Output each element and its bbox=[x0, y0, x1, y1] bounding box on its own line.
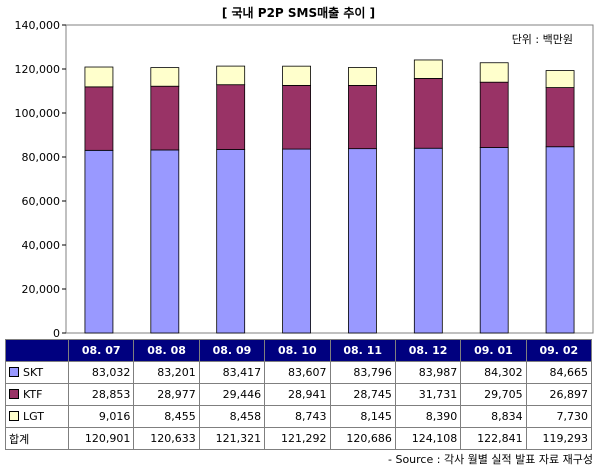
bar-ktf bbox=[413, 78, 443, 149]
table-cell: 83,987 bbox=[394, 361, 462, 384]
y-tick-label: 120,000 bbox=[15, 63, 61, 76]
series-label: SKT bbox=[5, 361, 69, 384]
table-cell: 28,941 bbox=[264, 383, 331, 406]
table-cell: 8,834 bbox=[460, 405, 527, 428]
bar-lgt bbox=[413, 59, 443, 79]
bar-skt bbox=[150, 149, 180, 334]
bar-ktf bbox=[348, 85, 377, 150]
table-cell: 28,977 bbox=[133, 383, 200, 406]
table-column-header: 08. 08 bbox=[133, 339, 200, 362]
table-cell: 119,293 bbox=[525, 427, 593, 450]
bar-lgt bbox=[348, 67, 377, 86]
series-name: LGT bbox=[23, 410, 44, 423]
table-cell: 8,458 bbox=[198, 405, 266, 428]
bar-ktf bbox=[150, 85, 180, 151]
table-corner bbox=[5, 339, 69, 362]
y-tick-label: 100,000 bbox=[15, 107, 61, 120]
table-cell: 31,731 bbox=[394, 383, 462, 406]
table-cell: 8,743 bbox=[264, 405, 331, 428]
table-cell: 83,417 bbox=[198, 361, 266, 384]
stacked-bar-chart: 0 20,000 40,000 60,000 80,000 100,000 120,000 1… bbox=[15, 19, 594, 340]
table-cell: 28,853 bbox=[67, 383, 135, 406]
bar-ktf bbox=[479, 81, 509, 148]
bars bbox=[84, 59, 575, 334]
table-row: LGT 9,016 8,455 8,458 8,743 8,145 8,390 8,834 7,… bbox=[5, 405, 593, 428]
bar-skt bbox=[216, 149, 246, 334]
series-label: KTF bbox=[5, 383, 69, 406]
table-column-header: 09. 01 bbox=[460, 339, 527, 362]
table-cell: 84,302 bbox=[460, 361, 527, 384]
table-column-header: 08. 07 bbox=[67, 339, 135, 362]
y-tick-label: 20,000 bbox=[22, 283, 61, 296]
table-column-header: 08. 09 bbox=[198, 339, 266, 362]
table-cell: 8,390 bbox=[394, 405, 462, 428]
table-cell: 28,745 bbox=[329, 383, 396, 406]
bar-lgt bbox=[150, 67, 180, 87]
y-axis: 0 20,000 40,000 60,000 80,000 100,000 120,000 1… bbox=[15, 19, 66, 340]
table-cell: 7,730 bbox=[525, 405, 593, 428]
table-cell: 83,032 bbox=[67, 361, 135, 384]
table-cell: 26,897 bbox=[525, 383, 593, 406]
table-cell: 84,665 bbox=[525, 361, 593, 384]
bar-ktf bbox=[545, 87, 575, 148]
y-tick-label: 80,000 bbox=[22, 151, 61, 164]
total-label: 합계 bbox=[5, 427, 69, 450]
y-tick-label: 40,000 bbox=[22, 239, 61, 252]
table-column-header: 09. 02 bbox=[525, 339, 593, 362]
table-cell: 124,108 bbox=[394, 427, 462, 450]
y-tick-label: 0 bbox=[53, 327, 60, 340]
plot-area bbox=[65, 24, 594, 334]
chart-title: [ 국내 P2P SMS매출 추이 ] bbox=[221, 6, 376, 20]
table-cell: 29,446 bbox=[198, 383, 266, 406]
table-cell: 8,145 bbox=[329, 405, 396, 428]
bar-ktf bbox=[84, 86, 114, 151]
bar-lgt bbox=[282, 65, 311, 86]
table-cell: 121,321 bbox=[198, 427, 266, 450]
table-header-row: 08. 07 08. 08 08. 09 08. 10 08. 11 08. 12 09. … bbox=[5, 339, 593, 362]
table-cell: 120,686 bbox=[329, 427, 396, 450]
legend-swatch bbox=[9, 367, 19, 377]
series-label: LGT bbox=[5, 405, 69, 428]
source-note: - Source : 각사 월별 실적 발표 자료 재구성 bbox=[388, 453, 593, 466]
table-cell: 122,841 bbox=[460, 427, 527, 450]
bar-skt bbox=[545, 146, 575, 334]
bar-lgt bbox=[545, 70, 575, 88]
y-tick-label: 60,000 bbox=[22, 195, 61, 208]
table-cell: 9,016 bbox=[67, 405, 135, 428]
bar-skt bbox=[84, 149, 114, 334]
table-cell: 83,607 bbox=[264, 361, 331, 384]
bar-ktf bbox=[282, 84, 311, 150]
bar-skt bbox=[413, 147, 443, 334]
table-row: KTF 28,853 28,977 29,446 28,941 28,745 31,731 2… bbox=[5, 383, 593, 406]
legend-swatch bbox=[9, 411, 19, 421]
series-name: SKT bbox=[23, 366, 44, 379]
bar-skt bbox=[282, 148, 311, 334]
bar-skt bbox=[479, 147, 509, 334]
bar-skt bbox=[348, 148, 377, 334]
table-cell: 83,201 bbox=[133, 361, 200, 384]
data-table: 08. 07 08. 08 08. 09 08. 10 08. 11 08. 12 09. … bbox=[5, 339, 593, 450]
table-column-header: 08. 12 bbox=[394, 339, 462, 362]
table-column-header: 08. 10 bbox=[264, 339, 331, 362]
bar-lgt bbox=[216, 65, 246, 86]
bar-ktf bbox=[216, 84, 246, 150]
y-tick-label: 140,000 bbox=[15, 19, 61, 32]
table-row-total: 합계 120,901 120,633 121,321 121,292 120,686 124… bbox=[5, 427, 593, 450]
table-cell: 83,796 bbox=[329, 361, 396, 384]
bar-lgt bbox=[479, 62, 509, 83]
table-cell: 120,633 bbox=[133, 427, 200, 450]
series-name: KTF bbox=[23, 388, 43, 401]
bar-lgt bbox=[84, 66, 114, 88]
table-cell: 121,292 bbox=[264, 427, 331, 450]
table-row: SKT 83,032 83,201 83,417 83,607 83,796 83,987 8… bbox=[5, 361, 593, 384]
legend-swatch bbox=[9, 389, 19, 399]
table-body: SKT 83,032 83,201 83,417 83,607 83,796 83,987 8… bbox=[5, 361, 593, 450]
table-cell: 8,455 bbox=[133, 405, 200, 428]
table-cell: 29,705 bbox=[460, 383, 527, 406]
unit-label: 단위 : 백만원 bbox=[511, 33, 573, 46]
table-column-header: 08. 11 bbox=[329, 339, 396, 362]
table-cell: 120,901 bbox=[67, 427, 135, 450]
